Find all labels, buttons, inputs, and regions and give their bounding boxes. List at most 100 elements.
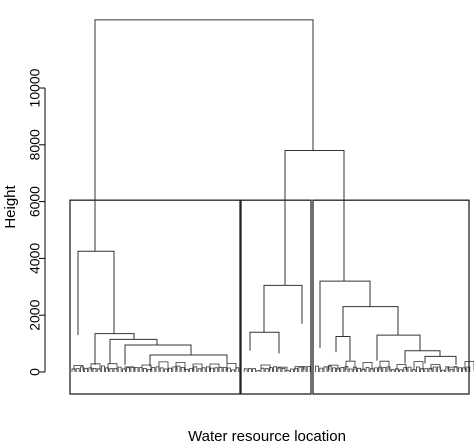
dendrogram-link [376,334,421,361]
dendrogram-leaf-link [189,368,193,372]
dendrogram-link [263,284,303,333]
dendrogram-leaf-link [107,363,118,371]
y-tick-label: 8000 [27,129,43,160]
y-tick-label: 2000 [27,299,43,330]
dendrogram-leaves [71,360,474,372]
dendrogram-leaf-link [185,368,189,372]
dendrogram-link [109,338,158,364]
cluster-boxes [69,199,470,395]
dendrogram-leaf-link [210,367,214,372]
y-tick-label: 0 [27,368,43,376]
dendrogram-leaf-link [357,367,361,372]
dendrogram-leaf-link [75,368,80,372]
dendrogram-link [124,344,192,365]
dendrogram-link [94,333,135,365]
dendrogram-leaf-link [447,366,458,371]
dendrogram-leaf-link [382,367,387,372]
dendrogram-leaf-link [101,365,105,372]
y-axis-label: Height [2,184,19,228]
cluster-box-2 [240,199,312,395]
dendrogram-leaf-link [269,367,273,372]
dendrogram-link [149,354,228,367]
dendrogram-leaf-link [175,362,186,371]
dendrogram-leaf-link [141,364,152,371]
dendrogram-leaf-link [432,366,437,372]
dendrogram-link [77,250,115,336]
dendrogram-leaf-link [294,366,305,371]
dendrogram-leaf-link [73,365,84,371]
dendrogram-leaf-link [260,364,271,371]
dendrogram-leaf-link [441,369,445,372]
dendrogram-leaf-link [105,367,109,372]
dendrogram-leaf-link [248,368,252,372]
dendrogram-leaf-link [92,368,97,372]
dendrogram-leaf-link [117,366,122,372]
dendrogram-link [424,355,457,365]
dendrogram-leaf-link [328,364,339,371]
y-axis: 0 2000 4000 6000 8000 10000 [27,68,46,376]
dendrogram-leaf-link [332,367,336,372]
dendrogram-leaf-link [130,366,135,372]
dendrogram-leaf-link [126,367,130,372]
dendrogram-leaf-link [96,368,101,372]
x-axis-label: Water resource location [188,428,346,445]
dendrogram-leaf-link [277,366,288,371]
dendrogram-leaf-link [413,361,424,371]
dendrogram-leaf-link [273,366,277,372]
dendrogram-leaf-link [84,367,88,372]
dendrogram-leaf-link [365,367,370,372]
dendrogram-leaf-link [390,369,395,372]
dendrogram-leaf-link [306,366,311,372]
dendrogram-link [249,331,280,354]
dendrogram-leaf-link [109,368,114,372]
dendrogram-leaf-link [164,368,168,372]
dendrogram-leaf-link [155,366,160,372]
dendrogram-leaf-link [252,368,256,372]
dendrogram-leaf-link [147,369,151,372]
dendrogram-leaf-link [323,366,328,372]
dendrogram-tree [77,19,457,367]
dendrogram-leaf-link [458,367,462,372]
dendrogram-leaf-link [134,367,139,372]
y-tick-label: 6000 [27,186,43,217]
dendrogram-leaf-link [226,363,237,371]
dendrogram-leaf-link [124,366,135,371]
dendrogram-leaf-link [227,367,231,372]
dendrogram-leaf-link [362,362,373,371]
dendrogram-leaf-link [209,363,220,371]
dendrogram-leaf-link [379,360,390,371]
dendrogram-leaf-link [407,366,412,372]
dendrogram-leaf-link [428,367,433,372]
dendrogram-link [335,336,351,361]
dendrogram-leaf-link [143,368,147,372]
dendrogram-leaf-link [315,365,319,372]
dendrogram-leaf-link [158,361,169,371]
dendrogram-leaf-link [445,366,450,372]
dendrogram-leaf-link [449,368,454,372]
dendrogram-leaf-link [256,370,261,372]
dendrogram-link [319,280,371,348]
cluster-box-3 [312,199,470,395]
y-tick-label: 4000 [27,243,43,274]
dendrogram-leaf-link [176,365,181,372]
dendrogram-link [94,19,314,252]
dendrogram-link [284,149,345,286]
dendrogram-leaf-link [231,369,235,372]
dendrogram-leaf-link [222,367,227,372]
dendrogram-leaf-link [113,368,118,372]
dendrogram-leaf-link [197,368,202,372]
dendrogram-leaf-link [193,366,198,372]
dendrogram-leaf-link [420,368,424,372]
dendrogram-leaf-link [430,364,441,371]
dendrogram-leaf-link [159,367,164,372]
cluster-box-1 [69,199,241,395]
dendrogram-leaf-link [122,368,126,372]
dendrogram-leaf-link [71,368,76,372]
dendrogram-leaf-link [180,367,185,372]
dendrogram-leaf-link [348,368,353,372]
dendrogram-leaf-link [298,366,303,372]
dendrogram-leaf-link [294,368,298,372]
dendrogram-leaf-link [340,367,345,372]
dendrogram-leaf-link [374,367,378,372]
